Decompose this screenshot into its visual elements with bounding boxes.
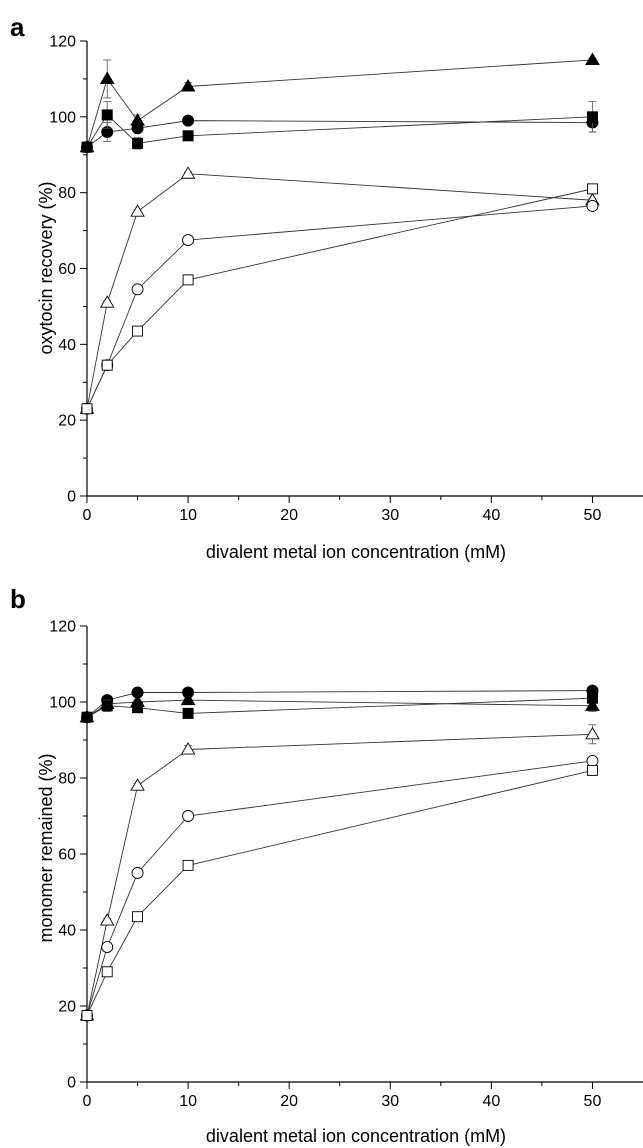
- data-point-open-square: [132, 911, 143, 923]
- data-point-open-square: [81, 1010, 93, 1021]
- data-point-open-circle: [586, 754, 599, 767]
- series-line-filled-circle: [86, 690, 593, 718]
- data-point-filled-square: [101, 700, 113, 712]
- x-tick-label-a: 0: [83, 507, 92, 524]
- series-line-open-triangle: [86, 173, 593, 409]
- data-point-open-triangle: [130, 778, 145, 791]
- data-point-filled-triangle: [585, 698, 600, 711]
- data-point-open-square: [587, 764, 598, 776]
- x-tick-label-b: 50: [584, 1093, 602, 1110]
- data-point-filled-circle: [182, 114, 195, 127]
- data-point-open-circle: [131, 867, 144, 879]
- x-tick-label-b: 30: [381, 1093, 399, 1110]
- x-tick-label-a: 40: [482, 507, 500, 524]
- data-point-filled-square: [101, 109, 113, 121]
- data-point-filled-square: [182, 130, 194, 142]
- y-tick-label-a: 0: [67, 489, 76, 506]
- x-tick-label-a: 20: [280, 507, 298, 524]
- data-point-open-square: [132, 325, 143, 337]
- data-point-open-triangle: [99, 913, 115, 926]
- data-point-open-triangle: [585, 726, 600, 740]
- y-tick-label-b: 80: [58, 771, 76, 788]
- x-tick-label-b: 20: [280, 1093, 298, 1110]
- series-line-open-square: [86, 769, 593, 1016]
- panel-label-b: b: [10, 584, 26, 614]
- series-line-filled-square: [86, 114, 593, 148]
- y-axis-title-b: monomer remained (%): [36, 753, 56, 942]
- y-tick-label-b: 60: [58, 847, 76, 864]
- series-line-open-circle: [86, 205, 593, 409]
- data-point-filled-triangle: [180, 79, 196, 92]
- data-point-filled-square: [132, 137, 144, 149]
- data-point-filled-circle: [131, 122, 144, 135]
- y-tick-label-a: 20: [58, 413, 76, 430]
- data-point-filled-triangle: [585, 52, 600, 66]
- data-point-open-square: [81, 403, 93, 415]
- data-point-open-square: [101, 966, 113, 978]
- series-line-open-triangle: [86, 733, 593, 1016]
- y-tick-label-a: 100: [49, 109, 76, 126]
- x-tick-label-a: 50: [584, 507, 602, 524]
- series-line-open-square: [86, 188, 593, 409]
- x-tick-label-b: 10: [179, 1093, 197, 1110]
- data-point-filled-square: [586, 111, 598, 123]
- data-point-open-square: [182, 859, 194, 871]
- data-point-filled-triangle: [180, 692, 196, 706]
- x-tick-label-b: 40: [482, 1093, 500, 1110]
- data-point-open-square: [587, 183, 598, 195]
- data-point-filled-square: [182, 707, 194, 719]
- x-tick-label-a: 10: [179, 507, 197, 524]
- data-point-filled-triangle: [99, 71, 115, 84]
- panel-label-a: a: [10, 12, 25, 42]
- data-point-open-triangle: [180, 166, 196, 179]
- y-axis-title-a: oxytocin recovery (%): [36, 181, 56, 354]
- panel-b: b divalent metal ion concentration (mM) …: [10, 584, 643, 1146]
- series-line-filled-circle: [86, 120, 593, 148]
- panel-a: a divalent metal ion concentration (mM) …: [10, 12, 643, 562]
- y-tick-label-b: 100: [49, 695, 76, 712]
- data-point-filled-square: [586, 692, 598, 704]
- data-point-open-square: [101, 359, 113, 371]
- data-point-open-circle: [586, 199, 599, 212]
- data-point-open-square: [182, 274, 194, 286]
- y-tick-label-a: 120: [49, 34, 76, 51]
- data-point-open-triangle: [130, 204, 145, 217]
- y-tick-label-a: 80: [58, 185, 76, 202]
- series-line-open-circle: [86, 760, 593, 1016]
- data-point-filled-square: [81, 141, 93, 153]
- y-tick-label-b: 0: [67, 1075, 76, 1092]
- y-tick-label-a: 60: [58, 261, 76, 278]
- x-tick-label-b: 0: [83, 1093, 92, 1110]
- x-tick-label-a: 30: [381, 507, 399, 524]
- data-point-filled-circle: [182, 686, 195, 699]
- data-point-open-triangle: [99, 295, 115, 308]
- series-line-filled-triangle: [86, 59, 593, 148]
- data-point-open-circle: [182, 234, 195, 247]
- y-tick-label-b: 20: [58, 999, 76, 1016]
- data-point-filled-square: [132, 702, 144, 714]
- x-axis-title-b: divalent metal ion concentration (mM): [206, 1126, 506, 1146]
- data-point-filled-square: [81, 711, 93, 723]
- data-point-open-circle: [131, 283, 144, 296]
- y-tick-label-a: 40: [58, 337, 76, 354]
- y-tick-label-b: 40: [58, 923, 76, 940]
- data-point-open-circle: [101, 941, 114, 954]
- data-point-open-triangle: [180, 742, 196, 755]
- data-point-open-circle: [182, 810, 195, 822]
- x-axis-title-a: divalent metal ion concentration (mM): [206, 542, 506, 562]
- series-line-filled-triangle: [86, 699, 593, 718]
- y-tick-label-b: 120: [49, 619, 76, 636]
- data-point-filled-circle: [131, 686, 144, 699]
